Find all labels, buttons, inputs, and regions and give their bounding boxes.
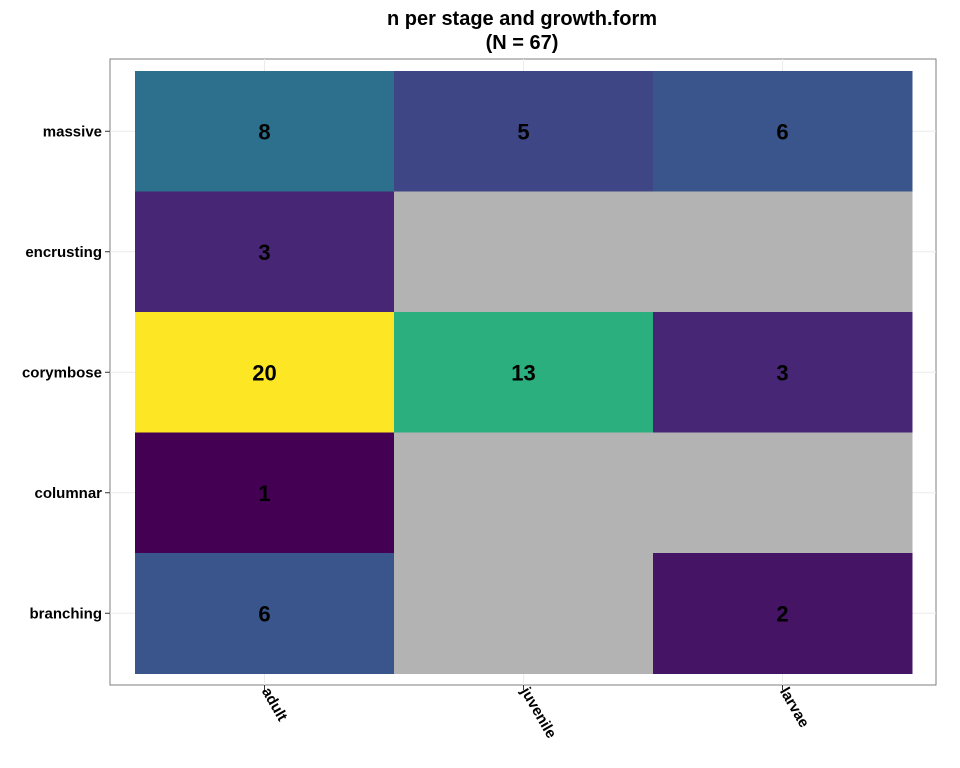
heatmap-cell-encrusting-larvae: [653, 191, 913, 313]
heatmap-cell-corymbose-adult: [135, 312, 395, 433]
cell-value-label: 1: [258, 481, 270, 506]
x-tick-label: adult: [258, 685, 291, 725]
heatmap-cell-branching-adult: [135, 553, 395, 674]
heatmap-cell-columnar-larvae: [653, 432, 913, 554]
x-tick-label: juvenile: [517, 684, 560, 742]
cell-value-label: 8: [258, 119, 270, 144]
heatmap-cells: [135, 71, 913, 674]
heatmap-cell-corymbose-larvae: [653, 312, 913, 433]
x-axis: adult juvenile larvae: [258, 684, 812, 742]
cell-value-label: 3: [258, 240, 270, 265]
cell-value-label: 2: [776, 601, 788, 626]
x-tick-label: larvae: [776, 685, 812, 731]
heatmap-cell-branching-larvae: [653, 553, 913, 674]
heatmap-cell-massive-juvenile: [394, 71, 654, 192]
cell-value-label: 6: [258, 601, 270, 626]
cell-value-label: 20: [252, 360, 276, 385]
y-tick-label: columnar: [34, 485, 102, 502]
cell-value-label: 5: [517, 119, 529, 144]
y-axis: massive encrusting corymbose columnar branch…: [22, 123, 110, 622]
heatmap-cell-columnar-juvenile: [394, 432, 654, 554]
heatmap-cell-encrusting-juvenile: [394, 191, 654, 313]
cell-value-label: 3: [776, 360, 788, 385]
y-tick-label: massive: [43, 123, 102, 140]
heatmap-cell-massive-adult: [135, 71, 395, 192]
heatmap-cell-branching-juvenile: [394, 553, 654, 674]
chart-subtitle: (N = 67): [486, 32, 559, 54]
heatmap-cell-columnar-adult: [135, 432, 395, 554]
heatmap-cell-massive-larvae: [653, 71, 913, 192]
y-tick-label: branching: [29, 605, 102, 622]
chart-title: n per stage and growth.form: [387, 8, 657, 30]
cell-value-label: 13: [511, 360, 535, 385]
cell-value-label: 6: [776, 119, 788, 144]
heatmap-cell-corymbose-juvenile: [394, 312, 654, 433]
heatmap-cell-encrusting-adult: [135, 191, 395, 313]
cell-labels: 8 5 6 3 20 13 3 1 6 2: [252, 119, 788, 626]
y-tick-label: corymbose: [22, 364, 102, 381]
y-tick-label: encrusting: [25, 244, 102, 261]
